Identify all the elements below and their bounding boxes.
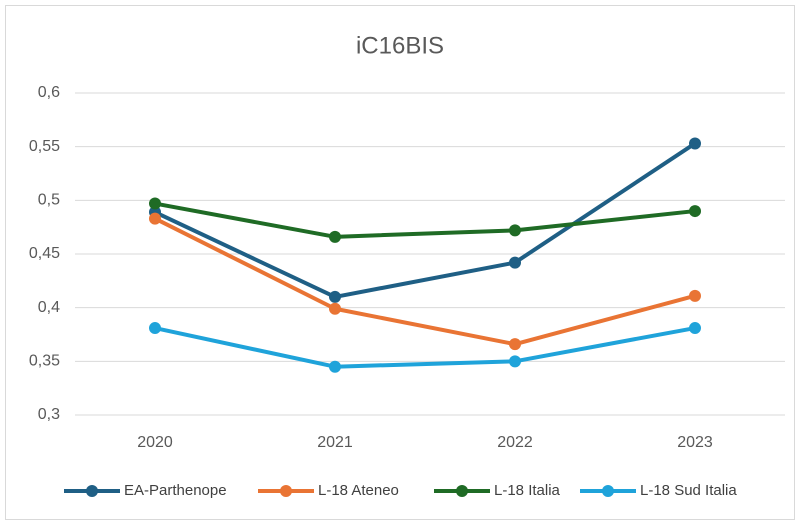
data-point — [329, 302, 341, 315]
x-tick-label: 2021 — [317, 434, 353, 451]
legend-label: L-18 Ateneo — [318, 482, 399, 499]
data-point — [329, 230, 341, 243]
data-point — [689, 205, 701, 218]
y-tick-label: 0,4 — [38, 299, 60, 316]
x-tick-label: 2023 — [677, 434, 713, 451]
legend-marker — [86, 485, 98, 497]
series-line — [154, 326, 696, 369]
data-point — [689, 137, 701, 150]
legend-label: L-18 Sud Italia — [640, 482, 737, 499]
x-tick-label: 2020 — [137, 434, 173, 451]
data-point — [149, 212, 161, 225]
data-point — [149, 322, 161, 335]
y-tick-label: 0,55 — [29, 138, 60, 155]
legend-marker — [602, 485, 614, 497]
series-line — [154, 141, 697, 299]
legend-label: L-18 Italia — [494, 482, 561, 499]
legend-marker — [456, 485, 468, 497]
legend-label: EA-Parthenope — [124, 482, 227, 499]
chart-title: iC16BIS — [356, 32, 444, 59]
legend-marker — [280, 485, 292, 497]
series-line — [154, 201, 696, 239]
y-tick-label: 0,45 — [29, 245, 60, 262]
data-point — [689, 322, 701, 335]
data-point — [689, 289, 701, 302]
data-point — [509, 256, 521, 269]
series-line — [154, 216, 696, 347]
data-point — [509, 224, 521, 237]
data-point — [329, 360, 341, 373]
y-tick-label: 0,6 — [38, 84, 60, 101]
data-point — [509, 355, 521, 368]
chart-border — [5, 5, 795, 520]
data-point — [149, 197, 161, 210]
data-point — [509, 338, 521, 351]
y-tick-label: 0,35 — [29, 353, 60, 370]
data-point — [329, 290, 341, 303]
y-tick-label: 0,5 — [38, 192, 60, 209]
x-tick-label: 2022 — [497, 434, 533, 451]
y-tick-label: 0,3 — [38, 406, 60, 423]
